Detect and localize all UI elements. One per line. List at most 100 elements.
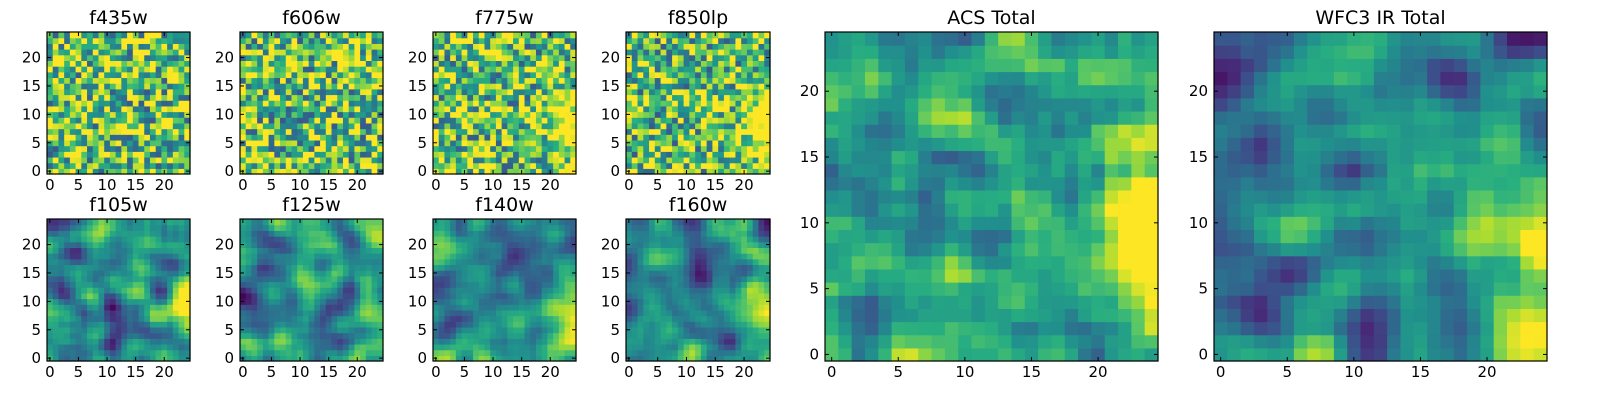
- heatmap-cell: [484, 111, 491, 118]
- heatmap-cell: [478, 32, 486, 39]
- heatmap-cell: [490, 66, 497, 73]
- heatmap-cell: [513, 343, 520, 351]
- heatmap-cell: [484, 117, 491, 124]
- heatmap-cell: [553, 281, 560, 288]
- heatmap-cell: [52, 241, 60, 248]
- heatmap-cell: [1144, 176, 1159, 191]
- heatmap-cell: [280, 32, 287, 39]
- heatmap-cell: [501, 134, 508, 141]
- heatmap-cell: [144, 332, 151, 339]
- heatmap-cell: [109, 156, 117, 164]
- heatmap-cell: [172, 304, 180, 311]
- heatmap-cell: [69, 77, 77, 84]
- heatmap-cell: [280, 49, 287, 56]
- heatmap-cell: [478, 151, 486, 158]
- heatmap-cell: [455, 281, 463, 288]
- heatmap-cell: [1024, 150, 1039, 165]
- heatmap-cell: [360, 100, 367, 107]
- heatmap-cell: [75, 162, 82, 169]
- heatmap-cell: [825, 32, 839, 46]
- heatmap-cell: [507, 128, 514, 135]
- heatmap-cell: [245, 117, 253, 124]
- heatmap-cell: [342, 321, 350, 328]
- heatmap-cell: [518, 139, 526, 147]
- heatmap-cell: [104, 281, 111, 288]
- heatmap-cell: [69, 43, 77, 50]
- heatmap-cell: [729, 134, 737, 141]
- heatmap-cell: [455, 54, 463, 61]
- heatmap-cell: [274, 219, 281, 226]
- heatmap-cell: [167, 332, 174, 339]
- heatmap-cell: [547, 105, 554, 113]
- heatmap-cell: [178, 281, 185, 288]
- heatmap-cell: [547, 117, 554, 124]
- heatmap-cell: [58, 258, 65, 266]
- heatmap-cell: [712, 49, 719, 56]
- heatmap-cell: [467, 37, 474, 44]
- heatmap-cell: [297, 275, 304, 283]
- heatmap-cell: [98, 258, 105, 266]
- heatmap-cell: [280, 117, 287, 124]
- heatmap-cell: [683, 105, 690, 113]
- heatmap-cell: [746, 117, 754, 124]
- heatmap-cell: [758, 122, 765, 130]
- heatmap-cell: [251, 32, 258, 39]
- heatmap-cell: [314, 71, 321, 79]
- heatmap-cell: [325, 122, 333, 130]
- heatmap-cell: [320, 292, 327, 300]
- heatmap-cell: [695, 128, 702, 135]
- heatmap-cell: [115, 236, 122, 243]
- heatmap-cell: [495, 332, 503, 339]
- heatmap-cell: [495, 298, 503, 305]
- heatmap-cell: [109, 37, 117, 44]
- heatmap-cell: [524, 304, 531, 311]
- heatmap-cell: [302, 247, 310, 254]
- heatmap-cell: [660, 77, 667, 84]
- heatmap-cell: [268, 145, 275, 152]
- heatmap-cell: [535, 315, 543, 322]
- heatmap-cell: [729, 156, 737, 164]
- heatmap-cell: [501, 128, 508, 135]
- heatmap-cell: [87, 111, 94, 118]
- heatmap-cell: [354, 343, 361, 351]
- heatmap-cell: [712, 94, 719, 101]
- heatmap-cells: [240, 219, 384, 362]
- heatmap-cell: [240, 253, 247, 260]
- heatmap-cell: [262, 247, 270, 254]
- heatmap-cell: [314, 298, 321, 305]
- heatmap-cell: [507, 292, 514, 300]
- heatmap-cell: [354, 43, 361, 50]
- heatmap-cell: [660, 162, 667, 169]
- heatmap-cell: [285, 224, 293, 231]
- heatmap-cell: [718, 77, 725, 84]
- heatmap-cell: [547, 43, 554, 50]
- heatmap-cell: [558, 100, 566, 107]
- heatmap-cell: [1051, 71, 1066, 86]
- heatmap-cell: [706, 77, 713, 84]
- heatmap-cell: [64, 247, 71, 254]
- heatmap-cell: [695, 111, 702, 118]
- heatmap-cell: [643, 49, 650, 56]
- heatmap-cell: [838, 242, 853, 257]
- heatmap-cell: [240, 49, 247, 56]
- heatmap-cell: [371, 230, 378, 237]
- heatmap-cell: [1078, 84, 1092, 99]
- heatmap-cell: [507, 139, 514, 147]
- heatmap-cell: [64, 117, 71, 124]
- heatmap-cell: [167, 338, 174, 345]
- heatmap-cell: [365, 32, 373, 39]
- heatmap-cell: [308, 298, 315, 305]
- heatmap-cell: [308, 230, 315, 237]
- heatmap-cell: [167, 83, 174, 90]
- heatmap-cell: [149, 151, 157, 158]
- heatmap-cell: [257, 54, 264, 61]
- heatmap-cell: [1038, 84, 1053, 99]
- heatmap-cell: [360, 162, 367, 169]
- heatmap-cell: [971, 203, 986, 217]
- heatmap-cell: [257, 304, 264, 311]
- heatmap-cell: [1024, 45, 1039, 59]
- heatmap-cell: [81, 270, 88, 277]
- heatmap-cell: [501, 66, 508, 73]
